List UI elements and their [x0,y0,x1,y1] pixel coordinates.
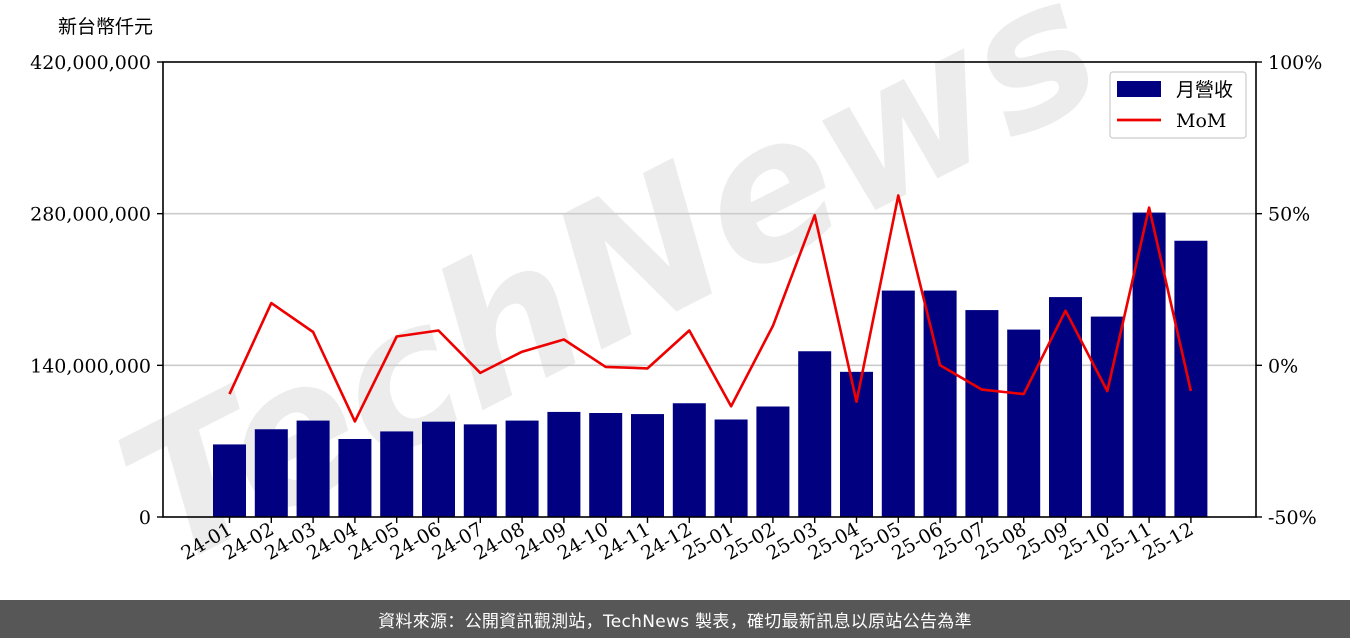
y-right-tick-label: 0% [1268,355,1298,377]
revenue-chart: TechNews 0140,000,000280,000,000420,000,… [30,0,1322,610]
revenue-bar [589,413,623,517]
legend-label-revenue: 月營收 [1176,79,1233,101]
legend: 月營收 MoM [1109,71,1247,139]
y-left-tick-label: 0 [139,507,151,529]
legend-bar-swatch [1117,81,1161,97]
revenue-bar [672,403,706,517]
y-right-tick-label: 50% [1268,204,1310,226]
revenue-bar [296,420,330,517]
footer-source: 資料來源：公開資訊觀測站，TechNews 製表，確切最新訊息以原站公告為準 [0,600,1350,638]
bar-series [213,212,1208,518]
plot-frame [162,61,1257,518]
revenue-bar [463,424,497,517]
revenue-bar [881,290,915,517]
revenue-bar [1049,297,1082,517]
revenue-bar [1132,212,1166,518]
revenue-bar [756,406,790,517]
y-right-tick-label: -50% [1268,507,1317,529]
revenue-bar [1174,240,1208,517]
revenue-bar [338,439,372,517]
revenue-bar [254,429,288,517]
y-left-tick-label: 280,000,000 [30,204,151,226]
mom-line [228,194,1193,423]
y-right-tick-label: 100% [1268,52,1322,74]
revenue-bar [840,371,873,517]
revenue-bar [422,421,455,517]
revenue-bar [714,419,748,517]
chart: TechNews 0 140,000,000 280,000,000 420,000,… [30,0,1322,610]
revenue-bar [505,420,539,517]
revenue-bar [547,411,581,517]
revenue-bar [1007,329,1041,517]
revenue-bar [798,351,832,517]
legend-label-mom: MoM [1176,110,1226,132]
y-unit-label: 新台幣仟元 [58,16,153,38]
y-left-tick-label: 420,000,000 [30,52,151,74]
mom-series [228,194,1193,423]
y-left-tick-label: 140,000,000 [30,355,151,377]
revenue-bar [1090,316,1124,517]
revenue-bar [213,444,246,517]
revenue-bar [965,310,999,517]
revenue-bar [631,414,664,517]
revenue-bar [923,290,957,517]
revenue-bar [380,431,414,517]
footer-source-text: 資料來源：公開資訊觀測站，TechNews 製表，確切最新訊息以原站公告為準 [378,611,972,632]
